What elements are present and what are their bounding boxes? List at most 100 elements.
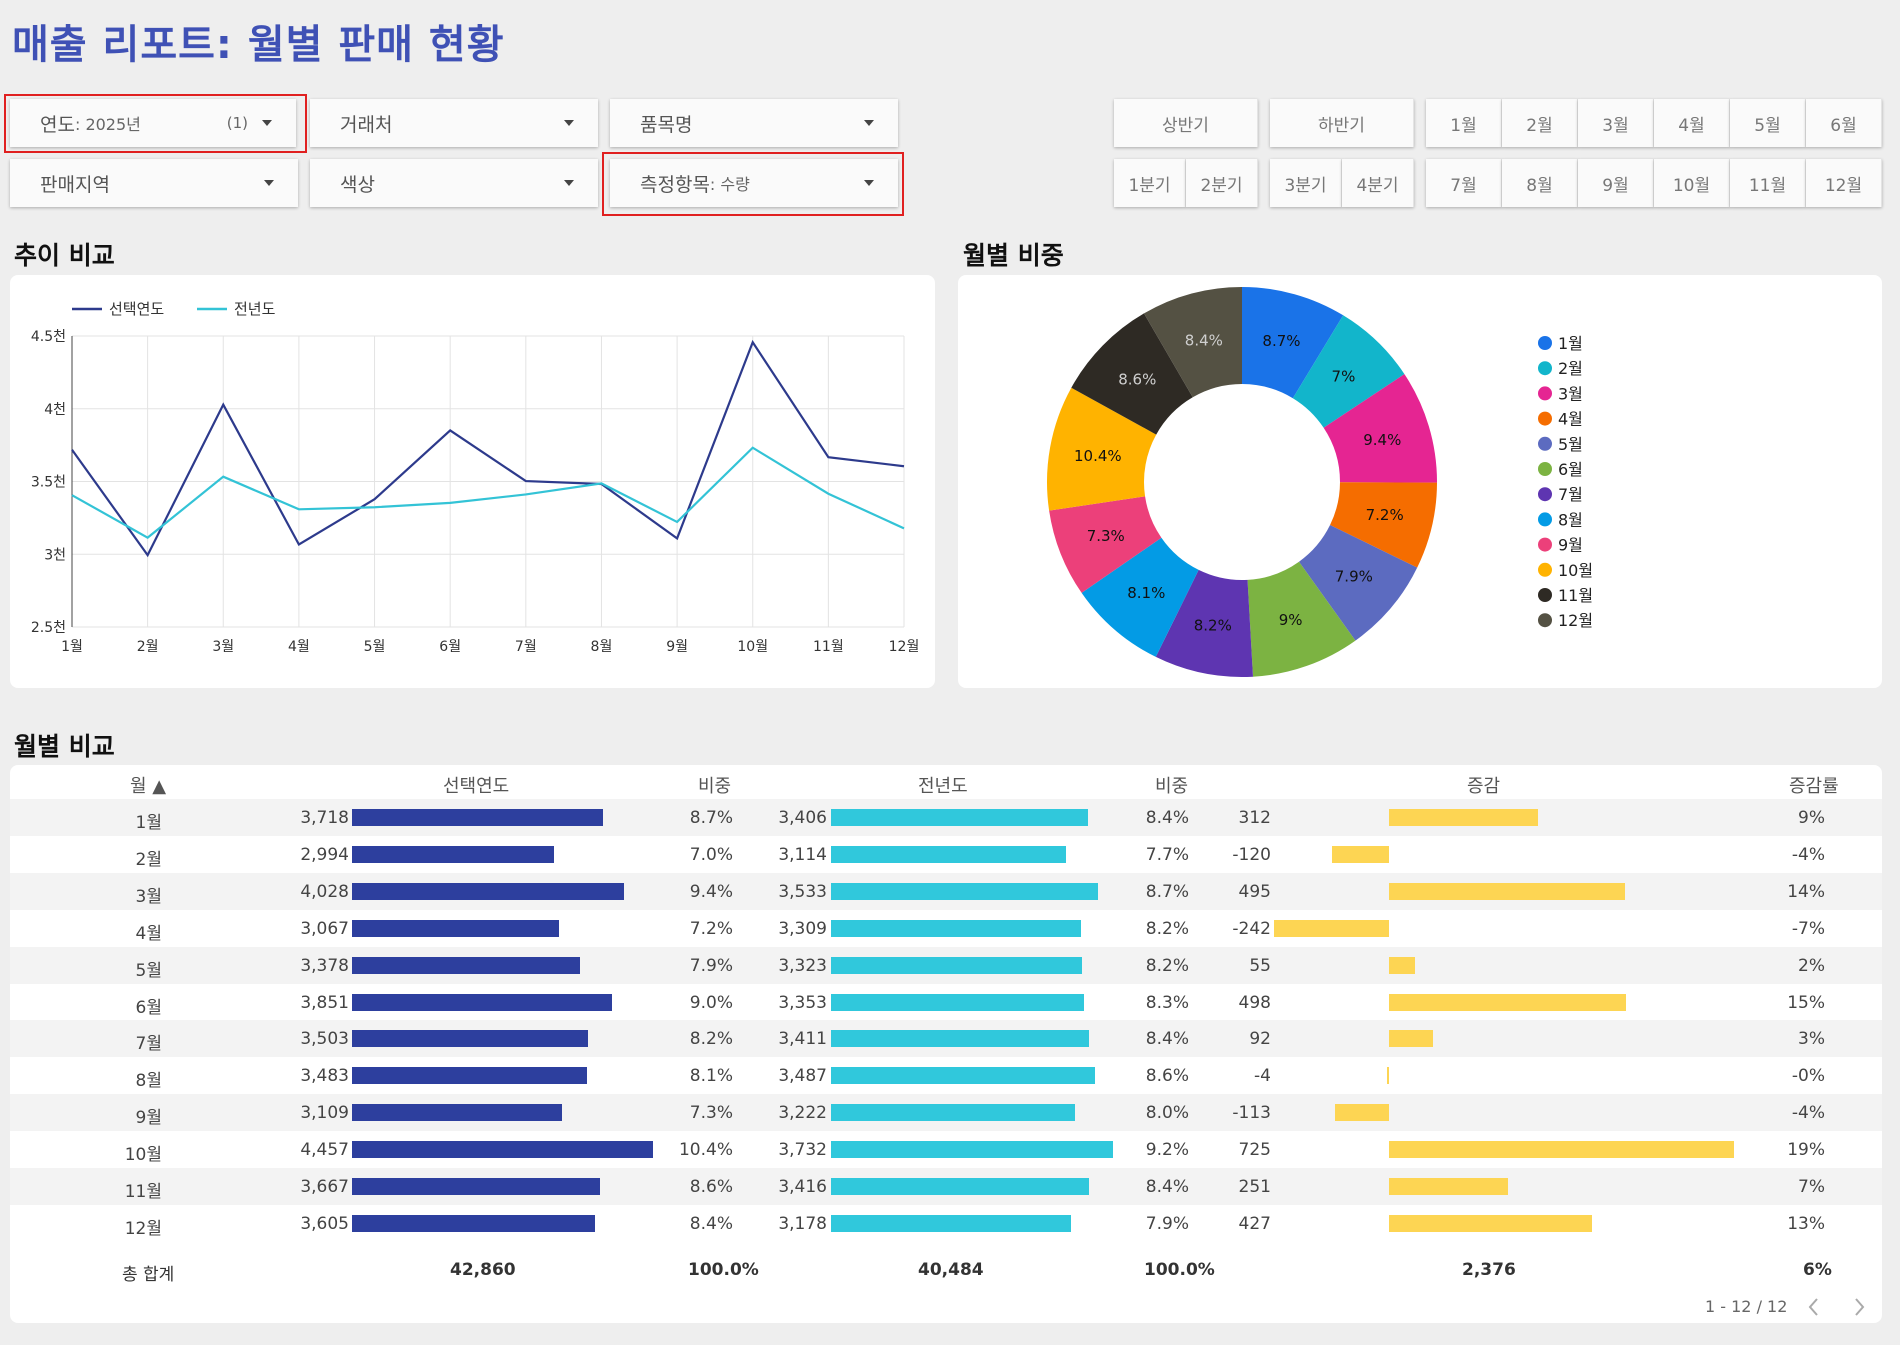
legend-label[interactable]: 4월 [1558,410,1583,429]
month-1-button[interactable]: 1월 [1426,99,1502,147]
donut-slice-9[interactable] [1049,496,1162,593]
second-half-button[interactable]: 하반기 [1270,99,1414,147]
legend-label[interactable]: 5월 [1558,435,1583,454]
donut-slice-11[interactable] [1071,313,1193,435]
total-label: 총 합계 [122,1265,175,1285]
donut-slice-2[interactable] [1292,315,1405,428]
donut-slice-12[interactable] [1143,287,1242,398]
q3-button[interactable]: 3분기 [1270,159,1342,207]
col-header-difference[interactable]: 증감 [1467,776,1501,797]
month-9-button[interactable]: 9월 [1578,159,1654,207]
legend-label[interactable]: 12월 [1558,611,1593,630]
legend-label[interactable]: 9월 [1558,536,1583,555]
col-header-previous-share[interactable]: 비중 [1155,776,1189,797]
donut-slice-3[interactable] [1323,374,1437,483]
difference-cell: 725 [1238,1140,1271,1161]
metric-filter-dropdown[interactable]: 측정항목: 수량 [610,159,898,207]
col-header-selected-share[interactable]: 비중 [698,776,732,797]
highlight-box [602,152,904,216]
month-7-button[interactable]: 7월 [1426,159,1502,207]
table-row[interactable]: 6월 3,851 9.0% 3,353 8.3% 498 15% [10,984,1882,1021]
slice-label: 8.2% [1194,617,1232,635]
previous-year-cell: 3,178 [778,1213,827,1234]
legend-label[interactable]: 선택연도 [109,300,164,318]
table-row[interactable]: 12월 3,605 8.4% 3,178 7.9% 427 13% [10,1205,1882,1242]
donut-slice-4[interactable] [1330,482,1437,568]
legend-label[interactable]: 8월 [1558,510,1583,529]
color-filter-dropdown[interactable]: 색상 [310,159,598,207]
legend-label[interactable]: 7월 [1558,485,1583,504]
product-filter-label: 품목명 [640,113,693,136]
legend-label[interactable]: 3월 [1558,384,1583,403]
legend-label[interactable]: 2월 [1558,359,1583,378]
q2-button[interactable]: 2분기 [1186,159,1258,207]
previous-share-cell: 7.9% [1145,1213,1189,1234]
client-filter-dropdown[interactable]: 거래처 [310,99,598,147]
legend-label[interactable]: 6월 [1558,460,1583,479]
donut-slice-6[interactable] [1247,561,1356,677]
col-header-rate[interactable]: 증감률 [1789,776,1839,797]
col-header-selected-year[interactable]: 선택연도 [443,776,510,797]
difference-bar [1389,1141,1735,1159]
donut-slice-8[interactable] [1081,537,1199,657]
table-row[interactable]: 5월 3,378 7.9% 3,323 8.2% 55 2% [10,946,1882,984]
year-filter-count: (1) [226,114,248,132]
table-row[interactable]: 1월 3,718 8.7% 3,406 8.4% 312 9% [10,799,1882,836]
donut-slice-10[interactable] [1047,387,1157,511]
month-6-button[interactable]: 6월 [1806,99,1882,147]
slice-label: 7.9% [1335,568,1373,586]
selected-year-bar [352,1104,562,1122]
table-row[interactable]: 4월 3,067 7.2% 3,309 8.2% -242 -7% [10,910,1882,947]
year-filter-dropdown[interactable]: 연도: 2025년 (1) [10,99,296,147]
table-row[interactable]: 2월 2,994 7.0% 3,114 7.7% -120 -4% [10,836,1882,873]
year-filter-value: : 2025년 [74,115,141,134]
previous-year-bar [831,1030,1089,1048]
rate-cell: 14% [1787,881,1825,902]
rate-cell: -4% [1791,1103,1825,1124]
table-row[interactable]: 9월 3,109 7.3% 3,222 8.0% -113 -4% [10,1094,1882,1132]
difference-bar [1389,1214,1593,1232]
donut-slice-5[interactable] [1299,525,1418,641]
month-11-button[interactable]: 11월 [1730,159,1806,207]
previous-year-cell: 3,411 [778,1029,827,1050]
table-row[interactable]: 7월 3,503 8.2% 3,411 8.4% 92 3% [10,1020,1882,1058]
q4-button[interactable]: 4분기 [1342,159,1414,207]
month-cell: 12월 [124,1218,162,1239]
selected-year-cell: 3,483 [300,1066,349,1087]
x-tick-label: 10월 [737,639,768,655]
month-12-button[interactable]: 12월 [1806,159,1882,207]
legend-dot [1538,411,1552,426]
region-filter-dropdown[interactable]: 판매지역 [10,159,298,207]
month-2-button[interactable]: 2월 [1502,99,1578,147]
month-8-button[interactable]: 8월 [1502,159,1578,207]
caret-down-icon [864,120,874,126]
table-row[interactable]: 10월 4,457 10.4% 3,732 9.2% 725 19% [10,1131,1882,1168]
difference-cell: 251 [1238,1177,1271,1197]
chevron-left-icon[interactable] [1806,1296,1822,1318]
legend-dot [1538,361,1552,376]
q1-button[interactable]: 1분기 [1114,159,1186,207]
month-cell: 9월 [135,1108,162,1129]
donut-slice-7[interactable] [1155,569,1253,677]
table-row[interactable]: 11월 3,667 8.6% 3,416 8.4% 251 7% [10,1168,1882,1205]
share-donut-chart: 8.7% 7% 9.4% 7.2% 7.9% 9% 8.2% 8.1% 7.3% 10.4% 8.6… [1047,287,1593,677]
total-difference: 2,376 [1462,1260,1516,1280]
donut-slice-1[interactable] [1242,287,1344,399]
month-4-button[interactable]: 4월 [1654,99,1730,147]
legend-label[interactable]: 1월 [1558,334,1583,353]
month-3-button[interactable]: 3월 [1578,99,1654,147]
month-10-button[interactable]: 10월 [1654,159,1730,207]
legend-label[interactable]: 11월 [1558,586,1593,605]
x-tick-label: 8월 [591,639,613,655]
table-row[interactable]: 8월 3,483 8.1% 3,487 8.6% -4 -0% [10,1057,1882,1094]
legend-label[interactable]: 전년도 [234,300,276,318]
col-header-previous-year[interactable]: 전년도 [918,776,968,797]
chevron-right-icon[interactable] [1851,1296,1867,1318]
legend-label[interactable]: 10월 [1558,561,1593,580]
col-header-month[interactable]: 월 ▲ [130,776,167,797]
first-half-button[interactable]: 상반기 [1114,99,1258,147]
table-row[interactable]: 3월 4,028 9.4% 3,533 8.7% 495 14% [10,872,1882,910]
month-5-button[interactable]: 5월 [1730,99,1806,147]
caret-down-icon [864,180,874,186]
product-filter-dropdown[interactable]: 품목명 [610,99,898,147]
